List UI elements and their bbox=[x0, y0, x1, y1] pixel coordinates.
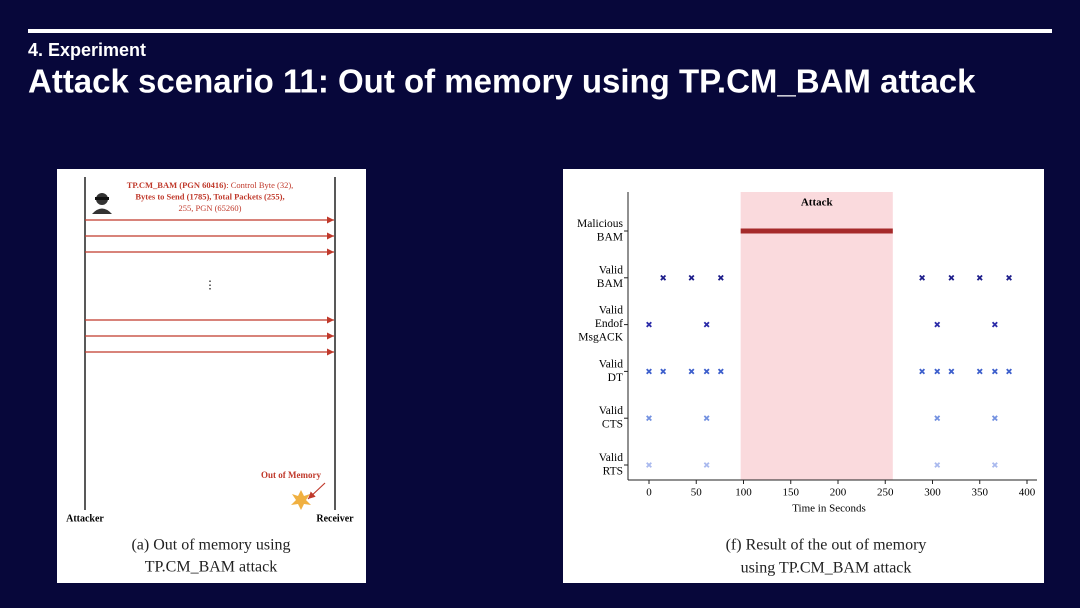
point bbox=[703, 462, 710, 468]
x-tick-label: 150 bbox=[783, 487, 800, 499]
point bbox=[646, 321, 652, 328]
point bbox=[1006, 368, 1012, 375]
sender-label: Attacker bbox=[66, 513, 104, 524]
x-tick-label: 250 bbox=[877, 487, 894, 499]
point bbox=[991, 415, 998, 422]
message-text: Bytes to Send (1785), Total Packets (255… bbox=[135, 191, 284, 201]
point bbox=[688, 368, 695, 375]
point bbox=[660, 274, 667, 281]
point bbox=[1006, 274, 1012, 281]
y-tick-label: MsgACK bbox=[578, 332, 623, 344]
point bbox=[646, 462, 652, 468]
x-tick-label: 350 bbox=[972, 487, 989, 499]
y-tick-label: BAM bbox=[597, 231, 623, 243]
receiver-label: Receiver bbox=[316, 513, 354, 524]
point bbox=[703, 415, 710, 422]
point bbox=[991, 368, 998, 375]
point bbox=[934, 321, 941, 328]
alert-text: Out of Memory bbox=[261, 470, 321, 480]
y-tick-label: Valid bbox=[599, 405, 624, 417]
point bbox=[934, 462, 941, 468]
caption: (f) Result of the out of memory bbox=[726, 537, 927, 554]
y-tick-label: CTS bbox=[602, 419, 623, 431]
caption: TP.CM_BAM attack bbox=[145, 559, 277, 576]
alert-arrow bbox=[307, 482, 326, 500]
point bbox=[919, 368, 926, 375]
y-tick-label: Valid bbox=[599, 452, 624, 464]
explosion-icon bbox=[291, 490, 311, 510]
point bbox=[948, 274, 955, 281]
message-segment: 255, PGN (65260) bbox=[178, 203, 241, 213]
caption: (a) Out of memory using bbox=[131, 537, 290, 554]
message-segment: Bytes to Send (1785), Total Packets (255… bbox=[135, 191, 284, 201]
slide-title: Attack scenario 11: Out of memory using … bbox=[28, 63, 976, 100]
point bbox=[717, 368, 724, 375]
x-tick-label: 400 bbox=[1019, 487, 1036, 499]
y-tick-label: Valid bbox=[599, 265, 624, 277]
y-tick-label: DT bbox=[608, 372, 623, 384]
caption: using TP.CM_BAM attack bbox=[741, 560, 912, 577]
point bbox=[919, 274, 926, 281]
point bbox=[703, 321, 710, 328]
message-text: TP.CM_BAM (PGN 60416): Control Byte (32)… bbox=[127, 180, 294, 190]
point bbox=[646, 415, 652, 422]
y-tick-label: Valid bbox=[599, 358, 624, 370]
x-tick-label: 0 bbox=[646, 487, 652, 499]
y-tick-label: RTS bbox=[603, 465, 623, 477]
point bbox=[717, 274, 724, 281]
x-tick-label: 200 bbox=[830, 487, 847, 499]
point bbox=[991, 462, 998, 468]
message-segment: TP.CM_BAM (PGN 60416) bbox=[127, 180, 227, 190]
x-tick-label: 300 bbox=[924, 487, 941, 499]
point bbox=[688, 274, 695, 281]
y-tick-label: Malicious bbox=[577, 218, 624, 230]
message-segment: : Control Byte (32), bbox=[226, 180, 293, 190]
point bbox=[934, 415, 941, 422]
header-rule bbox=[28, 29, 1052, 33]
left-panel bbox=[57, 169, 366, 583]
point bbox=[976, 368, 983, 375]
y-tick-label: BAM bbox=[597, 278, 623, 290]
message-text: 255, PGN (65260) bbox=[178, 203, 241, 213]
point bbox=[948, 368, 955, 375]
section-label: 4. Experiment bbox=[28, 40, 146, 60]
hacker-icon bbox=[92, 193, 112, 214]
x-axis-label: Time in Seconds bbox=[792, 503, 866, 515]
point bbox=[934, 368, 941, 375]
point bbox=[703, 368, 710, 375]
watermark: LVSecurity bbox=[919, 549, 1043, 579]
y-tick-label: Endof bbox=[595, 318, 623, 330]
point bbox=[660, 368, 667, 375]
attack-label: Attack bbox=[801, 197, 834, 209]
point bbox=[976, 274, 983, 281]
point bbox=[991, 321, 998, 328]
point bbox=[646, 368, 652, 375]
x-tick-label: 50 bbox=[691, 487, 703, 499]
x-tick-label: 100 bbox=[735, 487, 752, 499]
ellipsis: ⋮ bbox=[205, 280, 216, 292]
attack-region bbox=[740, 192, 893, 480]
y-tick-label: Valid bbox=[599, 305, 624, 317]
